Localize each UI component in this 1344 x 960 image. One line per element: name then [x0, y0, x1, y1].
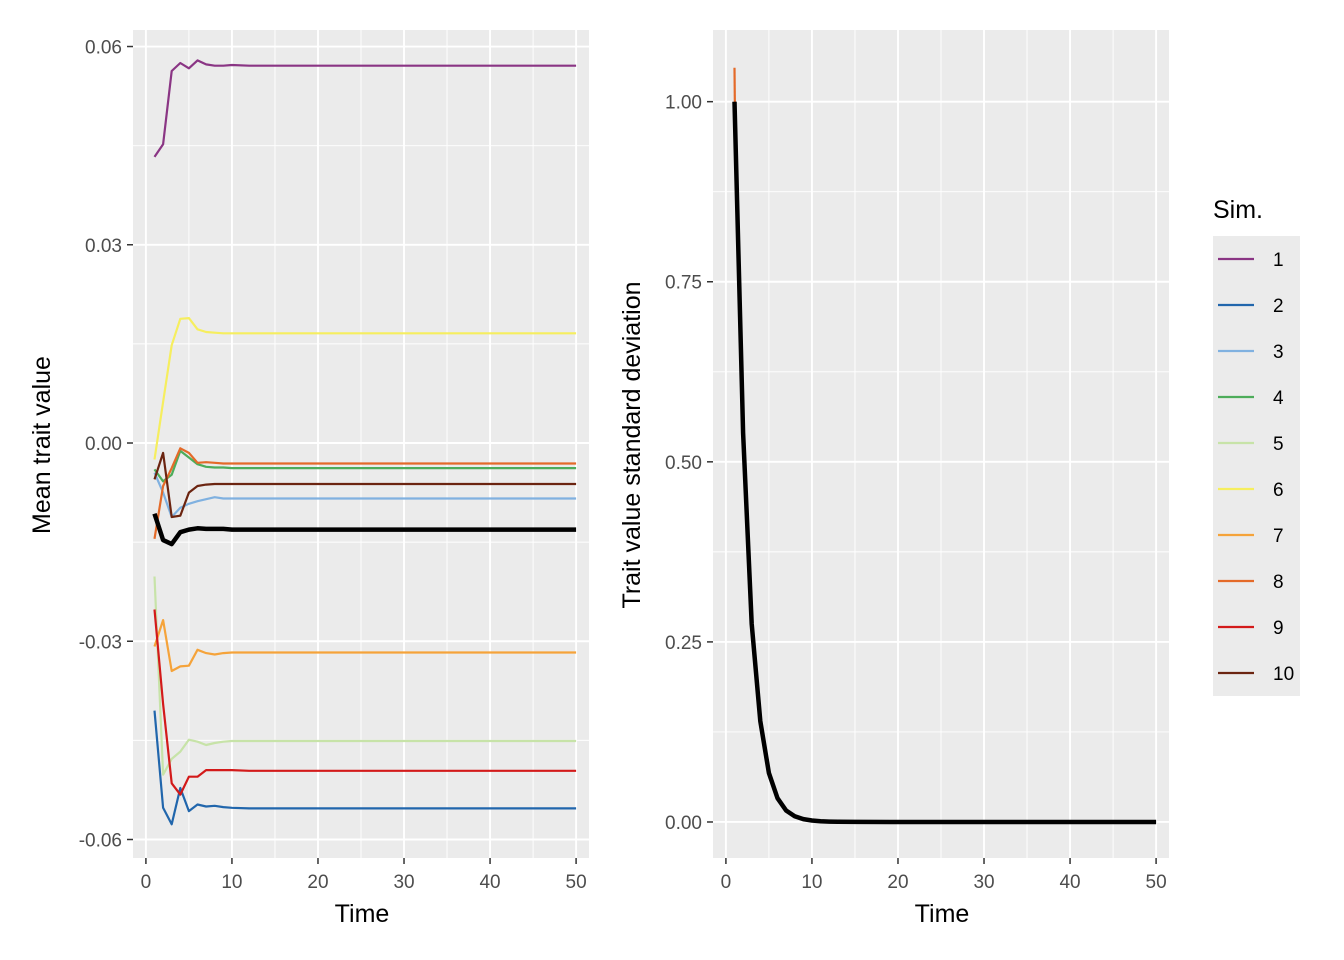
- left-x-tick-label: 50: [566, 872, 587, 893]
- right-x-tick-label: 30: [973, 872, 994, 893]
- right-y-tick-label: 1.00: [665, 93, 702, 114]
- left-y-axis-title: Mean trait value: [28, 356, 56, 534]
- left-series-sim-2-line: [153, 710, 577, 826]
- left-y-tick-label: 0.06: [85, 38, 122, 59]
- right-y-axis-title: Trait value standard deviation: [618, 281, 646, 608]
- legend-label-sim-6: 6: [1273, 480, 1284, 501]
- left-series-sim-6-line: [153, 317, 577, 460]
- left-series-sim-9-line: [153, 609, 577, 796]
- legend: Sim. 1 2 3 4 5 6 7 8 9 10: [1213, 196, 1300, 696]
- left-x-tick-label: 30: [393, 872, 414, 893]
- right-y-tick-label: 0.25: [665, 633, 702, 654]
- left-series-sim-4-line: [153, 449, 577, 483]
- left-y-tick-label: 0.03: [85, 236, 122, 257]
- right-series-mean-line: [732, 101, 1157, 825]
- left-series-mean-line: [152, 513, 577, 547]
- right-x-axis-title: Time: [915, 900, 970, 928]
- left-series-sim-3-line: [153, 472, 577, 519]
- legend-label-sim-3: 3: [1273, 342, 1284, 363]
- right-y-tick-label: 0.00: [665, 813, 702, 834]
- legend-title: Sim.: [1213, 196, 1263, 224]
- left-series-sim-1-line: [153, 59, 577, 158]
- left-series-sim-10-line: [153, 451, 577, 519]
- left-series-sim-8-line: [153, 447, 577, 539]
- right-y-tick-label: 0.50: [665, 453, 702, 474]
- right-y-tick-label: 0.75: [665, 273, 702, 294]
- left-x-tick-label: 10: [221, 872, 242, 893]
- legend-key-background: [1213, 236, 1300, 696]
- left-x-tick-label: 0: [141, 872, 152, 893]
- legend-label-sim-10: 10: [1273, 664, 1294, 685]
- legend-label-sim-7: 7: [1273, 526, 1284, 547]
- legend-label-sim-4: 4: [1273, 388, 1284, 409]
- right-x-tick-label: 20: [887, 872, 908, 893]
- right-x-tick-label: 0: [721, 872, 732, 893]
- right-x-tick-label: 50: [1146, 872, 1167, 893]
- legend-label-sim-9: 9: [1273, 618, 1284, 639]
- left-y-tick-label: 0.00: [85, 434, 122, 455]
- left-y-tick-label: -0.06: [79, 830, 122, 851]
- left-x-tick-label: 40: [479, 872, 500, 893]
- sd-trait-panel: 0 10 20 30 40 50 0.00 0.25 0.50 0.75 1.00: [665, 30, 1169, 893]
- left-series-sim-7-line: [153, 618, 577, 673]
- legend-label-sim-8: 8: [1273, 572, 1284, 593]
- legend-label-sim-2: 2: [1273, 296, 1284, 317]
- left-series-sim-5-line: [153, 576, 577, 776]
- legend-label-sim-5: 5: [1273, 434, 1284, 455]
- legend-label-sim-1: 1: [1273, 250, 1284, 271]
- left-x-axis-title: Time: [335, 900, 390, 928]
- mean-trait-panel: 0 10 20 30 40 50 -0.06 -0.03 0.00 0.03 0.06: [79, 30, 589, 893]
- right-x-tick-label: 40: [1059, 872, 1080, 893]
- left-x-tick-label: 20: [307, 872, 328, 893]
- left-y-tick-label: -0.03: [79, 632, 122, 653]
- right-x-tick-label: 10: [801, 872, 822, 893]
